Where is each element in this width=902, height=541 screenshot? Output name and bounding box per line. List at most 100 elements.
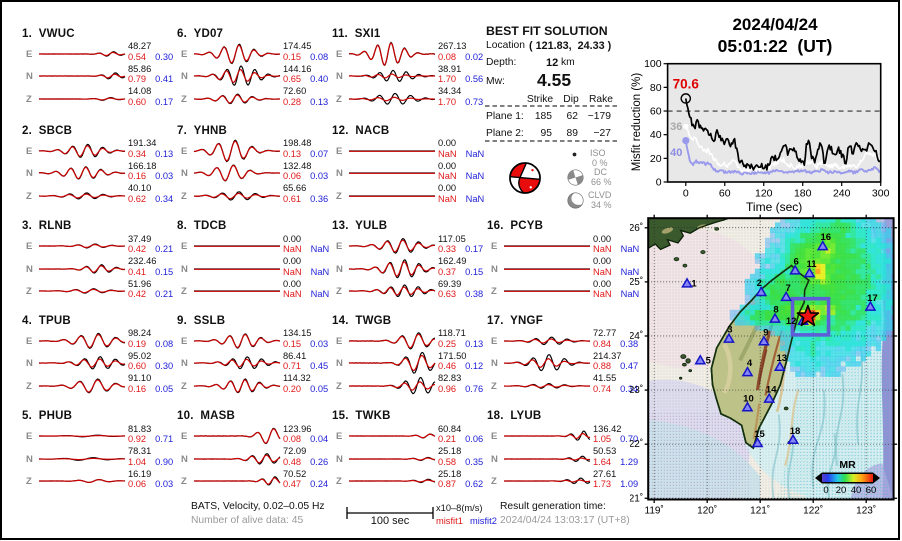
map-station-number-6: 6	[794, 257, 799, 268]
amplitude-value: 98.24	[128, 328, 152, 338]
map-lon-label: 122˚	[803, 505, 823, 517]
waveform-trace-RLNB-N	[38, 263, 126, 274]
amplitude-value: 85.86	[128, 63, 152, 74]
misfit-values: NaN NaN	[283, 289, 329, 299]
misfit-values: 0.62 0.34	[128, 194, 173, 204]
amplitude-value: 232.46	[128, 256, 157, 266]
amplitude-value: 171.50	[438, 350, 467, 361]
station-title: 10. MASB	[177, 410, 236, 422]
component-label-Z: Z	[336, 93, 342, 105]
amplitude-value: 60.84	[438, 423, 462, 434]
amplitude-value: 48.27	[128, 41, 152, 51]
location-label: Location	[486, 40, 525, 51]
misfit1-value: 0.25	[438, 338, 457, 349]
station-title: 2. SBCB	[22, 124, 73, 137]
misfit2-value: 0.08	[310, 51, 329, 62]
observed-trace	[193, 377, 281, 393]
colorbar-title: MR	[839, 459, 856, 471]
waveform-trace-PHUB-E	[39, 434, 126, 438]
misfit1-value: 0.42	[128, 289, 147, 299]
amplitude-value: 117.05	[438, 233, 466, 244]
depth-unit: km	[561, 57, 575, 68]
waveform-trace-NACB-N	[349, 172, 435, 174]
plane1-strike: 185	[534, 110, 552, 122]
component-label-E: E	[336, 431, 343, 442]
misfit1-value: 0.06	[128, 479, 147, 489]
amplitude-value: 114.32	[283, 373, 311, 383]
event-date: 2024/04/24	[732, 15, 818, 34]
secondary-start-marker	[683, 123, 689, 129]
misfit-values: 0.28 0.13	[283, 97, 328, 107]
misfit-xtick: 180	[794, 188, 812, 200]
misfit1-value: 1.05	[593, 434, 612, 444]
amplitude-value: 191.34	[128, 138, 157, 148]
misfit1-value: 0.60	[128, 361, 147, 371]
misfit1-value: 0.84	[593, 338, 612, 349]
amplitude-value: 118.71	[438, 328, 466, 338]
map-station-number-9: 9	[763, 327, 768, 338]
waveform-trace-YULB-E	[348, 238, 436, 254]
synthetic-trace	[349, 456, 436, 461]
misfit1-value: 0.63	[438, 289, 457, 299]
component-label-Z: Z	[491, 286, 497, 297]
mw-label: Mw:	[486, 76, 505, 87]
colorbar-gradient	[822, 474, 873, 482]
amplitude-value: 198.48	[283, 138, 312, 148]
misfit-values: 0.42 0.21	[128, 289, 173, 299]
misfit2-value: 0.41	[155, 74, 174, 84]
misfit-ytick: 100	[644, 58, 662, 70]
map-station-number-4: 4	[747, 358, 753, 369]
amplitude-value: 0.00	[438, 183, 457, 193]
station-title: 1. VWUC	[22, 27, 75, 40]
waveform-trace-PHUB-N	[38, 456, 126, 461]
waveform-trace-YD07-Z	[193, 93, 281, 104]
amplitude-value: 134.15	[283, 328, 312, 338]
synthetic-trace	[193, 192, 281, 199]
waveform-trace-MASB-E	[193, 427, 281, 445]
map-station-triangle-17	[864, 300, 877, 311]
synthetic-trace	[349, 433, 436, 439]
misfit-values: NaN NaN	[283, 244, 329, 254]
colorbar-tick: 60	[866, 485, 877, 496]
component-label-Z: Z	[181, 380, 187, 392]
component-label-Z: Z	[491, 380, 497, 392]
misfit2-value: 0.70	[620, 434, 639, 444]
synthetic-trace	[348, 286, 436, 296]
misfit-values: 0.42 0.21	[128, 244, 173, 254]
amplitude-value: 51.96	[128, 278, 152, 289]
map-station-triangle-9	[758, 335, 770, 346]
map-station-triangle-1	[681, 277, 693, 288]
component-label-E: E	[181, 241, 188, 252]
map-station-number-7: 7	[786, 283, 791, 294]
amplitude-value: 0.00	[438, 138, 457, 148]
misfit2-value: 0.47	[620, 361, 639, 371]
map-station-triangle-14	[763, 392, 776, 403]
component-label-N: N	[181, 168, 188, 179]
misfit1-value: 0.48	[283, 456, 302, 467]
dip-header: Dip	[563, 94, 579, 105]
misfit2-value: 0.71	[155, 434, 174, 444]
map-station-triangle-4	[741, 366, 754, 377]
colorbar-tick: 0	[823, 485, 828, 496]
misfit2-value: 0.21	[155, 244, 174, 254]
misfit1-value: NaN	[283, 289, 302, 299]
misfit-values: 0.63 0.38	[438, 289, 483, 299]
synthetic-trace	[349, 333, 436, 348]
reference-start-marker	[682, 136, 690, 145]
component-label-Z: Z	[336, 286, 342, 297]
map-station-number-1: 1	[691, 278, 697, 289]
map-station-triangle-15	[751, 436, 764, 448]
map-lon-label: 119˚	[645, 505, 664, 517]
station-title: 13. YULB	[332, 220, 388, 232]
component-label-Z: Z	[181, 190, 187, 202]
misfit2-value: 0.08	[155, 338, 174, 349]
misfit2-value: 0.24	[310, 479, 329, 489]
misfit-values: 0.41 0.15	[128, 267, 173, 277]
waveform-trace-TWKB-E	[348, 433, 436, 439]
waveform-trace-NACB-E	[349, 149, 435, 152]
misfit2-value: 0.04	[310, 434, 329, 444]
waveform-trace-SBCB-Z	[38, 191, 126, 199]
misfit2-value: NaN	[465, 148, 485, 159]
component-label-Z: Z	[181, 93, 187, 105]
component-label-E: E	[336, 48, 343, 60]
